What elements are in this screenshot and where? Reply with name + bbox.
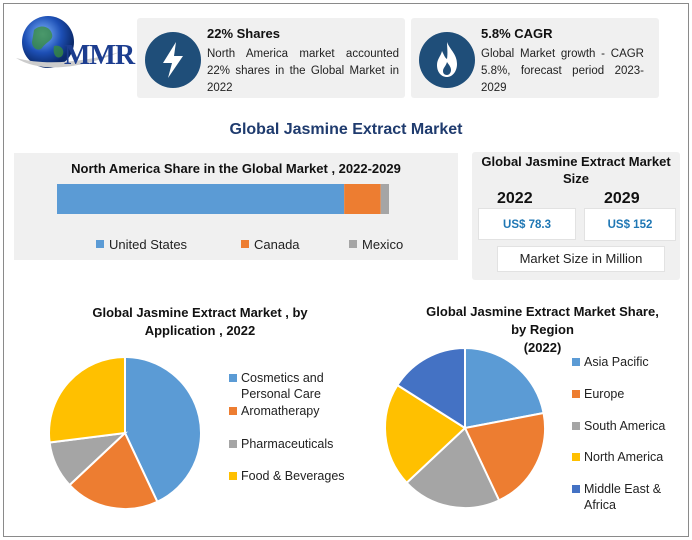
na-share-bar bbox=[57, 184, 389, 214]
pie-slice-south-america bbox=[405, 426, 501, 509]
infographic-frame bbox=[3, 3, 689, 537]
pie-slice-cosmetics-and-personal-care bbox=[124, 355, 202, 504]
legend-label: North America bbox=[584, 450, 664, 464]
year-2029: 2029 bbox=[604, 190, 640, 207]
globe-icon bbox=[16, 16, 120, 68]
pie-slice-north-america bbox=[384, 383, 467, 485]
market-size-panel: Global Jasmine Extract Market Size 2022 … bbox=[472, 152, 680, 280]
legend-label: Mexico bbox=[362, 237, 404, 252]
legend-label: Pharmaceuticals bbox=[241, 437, 334, 451]
legend-united-states: United States bbox=[96, 237, 187, 252]
shares-badge bbox=[145, 32, 201, 88]
application-title-line1: Global Jasmine Extract Market , by bbox=[92, 305, 308, 320]
shares-description: North America market accounted 22% share… bbox=[207, 48, 399, 94]
region-title-line2: by Region bbox=[511, 322, 574, 337]
market-size-title: Global Jasmine Extract Market Size bbox=[472, 153, 680, 187]
legend-mexico: Mexico bbox=[349, 237, 403, 252]
shares-card: 22% Shares North America market accounte… bbox=[137, 18, 405, 98]
application-title: Global Jasmine Extract Market , by Appli… bbox=[40, 304, 360, 340]
lightning-icon bbox=[163, 42, 183, 78]
legend-swatch bbox=[241, 240, 249, 248]
application-pie bbox=[48, 355, 202, 510]
pie-slice-europe bbox=[463, 411, 546, 502]
region-title-line3: (2022) bbox=[523, 340, 562, 355]
legend-swatch bbox=[229, 374, 237, 382]
flame-icon bbox=[437, 42, 457, 77]
region-title: Global Jasmine Extract Market Share, by … bbox=[400, 303, 685, 357]
legend-swatch bbox=[96, 240, 104, 248]
cagr-description: Global Market growth - CAGR 5.8%, foreca… bbox=[481, 48, 644, 94]
legend-swatch bbox=[229, 407, 237, 415]
legend-label-text: Cosmetics and Personal Care bbox=[241, 371, 324, 401]
region-pie bbox=[384, 346, 546, 509]
application-title-line2: Application , 2022 bbox=[144, 323, 256, 338]
year-2022: 2022 bbox=[497, 190, 533, 207]
legend-swatch bbox=[572, 358, 580, 366]
na-share-panel: North America Share in the Global Market… bbox=[14, 153, 458, 260]
legend-swatch bbox=[572, 422, 580, 430]
legend-label: Cosmetics and Personal Care bbox=[241, 370, 341, 402]
legend-label: Asia Pacific bbox=[584, 355, 649, 369]
legend-label: Aromatherapy bbox=[241, 404, 320, 418]
pie-slice-food-beverages bbox=[48, 355, 126, 444]
legend-label: United States bbox=[109, 237, 188, 252]
logo-text: MMR bbox=[64, 40, 135, 71]
legend-label: Europe bbox=[584, 387, 625, 401]
legend-label: Middle East & Africa bbox=[584, 481, 674, 513]
legend-label: Canada bbox=[254, 237, 300, 252]
shares-title: 22% Shares bbox=[207, 26, 280, 41]
market-size-title-text: Global Jasmine Extract Market Size bbox=[481, 154, 671, 186]
legend-swatch bbox=[572, 390, 580, 398]
legend-swatch bbox=[572, 485, 580, 493]
value-2029: US$ 152 bbox=[584, 208, 676, 241]
bar-segment-mexico bbox=[380, 184, 389, 214]
cagr-title: 5.8% CAGR bbox=[481, 26, 553, 41]
pie-slice-asia-pacific bbox=[464, 346, 545, 430]
bar-segment-canada bbox=[344, 184, 381, 214]
legend-swatch bbox=[229, 472, 237, 480]
legend-swatch bbox=[572, 453, 580, 461]
pie-slice-middle-east-africa bbox=[396, 346, 466, 430]
cagr-badge bbox=[419, 32, 475, 88]
na-share-title: North America Share in the Global Market… bbox=[71, 161, 401, 176]
value-2022: US$ 78.3 bbox=[478, 208, 576, 240]
market-size-footer: Market Size in Million bbox=[497, 246, 665, 272]
logo: MMR bbox=[12, 12, 135, 82]
legend-label: Food & Beverages bbox=[241, 469, 345, 483]
legend-swatch bbox=[349, 240, 357, 248]
region-title-line1: Global Jasmine Extract Market Share, bbox=[426, 304, 659, 319]
bar-segment-united-states bbox=[57, 184, 345, 214]
pie-slice-aromatherapy bbox=[68, 431, 159, 510]
legend-swatch bbox=[229, 440, 237, 448]
legend-label: South America bbox=[584, 419, 666, 433]
legend-label-text: Middle East & Africa bbox=[584, 482, 662, 512]
cagr-card: 5.8% CAGR Global Market growth - CAGR 5.… bbox=[411, 18, 659, 98]
main-title: Global Jasmine Extract Market bbox=[229, 121, 463, 138]
legend-canada: Canada bbox=[241, 237, 300, 252]
